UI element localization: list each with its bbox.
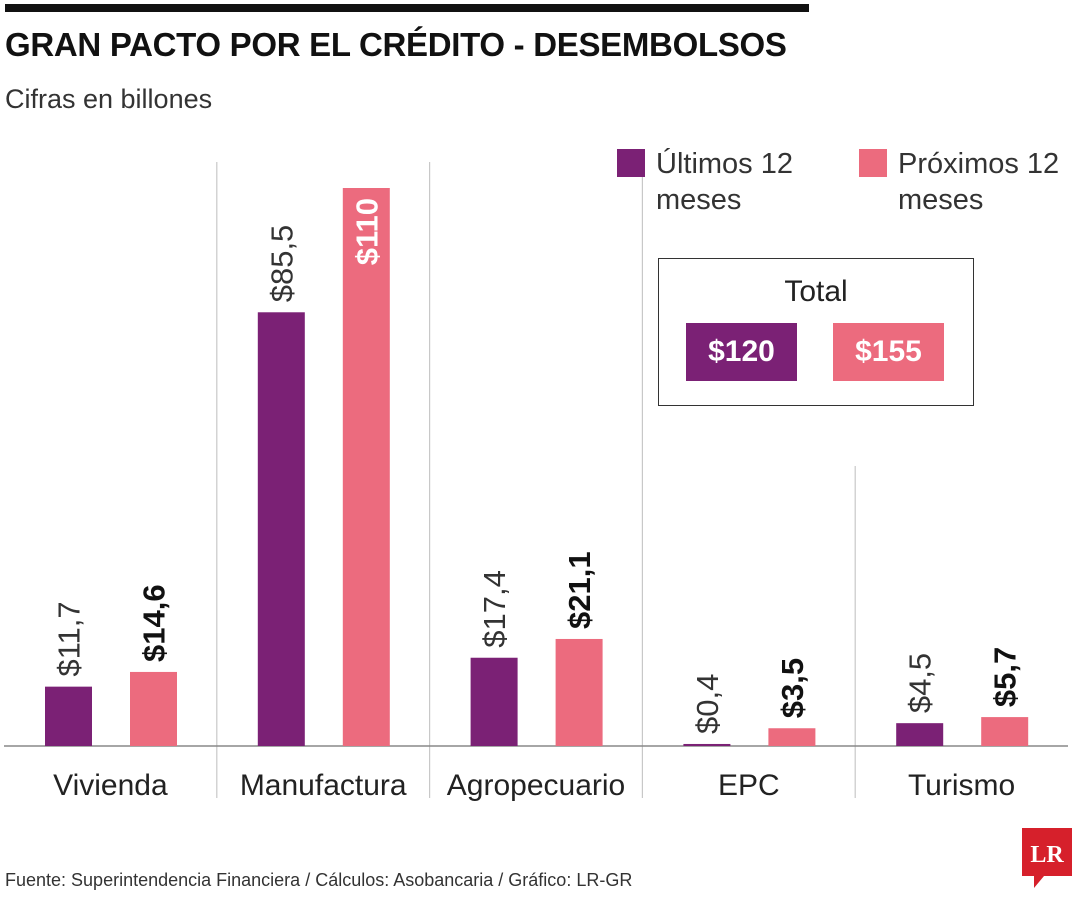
legend-label-ultimos: Últimos 12 meses — [656, 148, 793, 216]
bar-value-label: $11,7 — [52, 601, 87, 676]
legend-swatch-proximos — [859, 149, 887, 177]
legend-label-proximos: Próximos 12 meses — [898, 148, 1060, 216]
chart-subtitle: Cifras en billones — [5, 84, 213, 114]
bar-epc-proximos — [768, 728, 816, 746]
category-label-vivienda: Vivienda — [53, 769, 168, 802]
bar-value-label: $17,4 — [477, 570, 512, 648]
legend-swatch-ultimos — [617, 149, 645, 177]
legend-item-proximos: Próximos 12 meses — [859, 146, 1068, 218]
bar-value-label: $4,5 — [903, 653, 938, 713]
bar-vivienda-proximos — [130, 671, 177, 746]
bar-value-label: $85,5 — [264, 225, 299, 303]
bar-value-label: $14,6 — [137, 584, 172, 662]
title-rule — [5, 4, 809, 12]
category-label-epc: EPC — [718, 769, 780, 802]
category-label-agropecuario: Agropecuario — [447, 769, 625, 802]
bar-manufactura-proximos — [342, 188, 390, 746]
category-label-turismo: Turismo — [908, 769, 1015, 802]
bar-value-label: $5,7 — [988, 647, 1023, 707]
lr-logo-text: LR — [1030, 842, 1064, 868]
total-ultimos-value: $120 — [686, 323, 797, 381]
bar-manufactura-ultimos — [257, 312, 305, 746]
bar-value-label: $21,1 — [562, 551, 597, 629]
bar-agropecuario-proximos — [555, 638, 603, 746]
lr-logo: LR — [1022, 828, 1072, 888]
source-note: Fuente: Superintendencia Financiera / Cá… — [5, 870, 633, 890]
bar-value-label: $110 — [349, 198, 384, 265]
bar-agropecuario-ultimos — [470, 657, 518, 746]
bar-epc-ultimos — [683, 743, 731, 746]
category-label-manufactura: Manufactura — [240, 769, 407, 802]
chart-title: GRAN PACTO POR EL CRÉDITO - DESEMBOLSOS — [5, 26, 787, 63]
bar-turismo-ultimos — [896, 723, 944, 746]
total-proximos-value: $155 — [833, 323, 944, 381]
bar-value-label: $3,5 — [775, 658, 810, 718]
bar-vivienda-ultimos — [45, 686, 92, 746]
totals-box: Total $120 $155 — [658, 258, 974, 406]
bar-turismo-proximos — [981, 717, 1029, 746]
legend-item-ultimos: Últimos 12 meses — [617, 146, 826, 218]
totals-label: Total — [784, 275, 848, 308]
bar-value-label: $0,4 — [690, 674, 725, 734]
